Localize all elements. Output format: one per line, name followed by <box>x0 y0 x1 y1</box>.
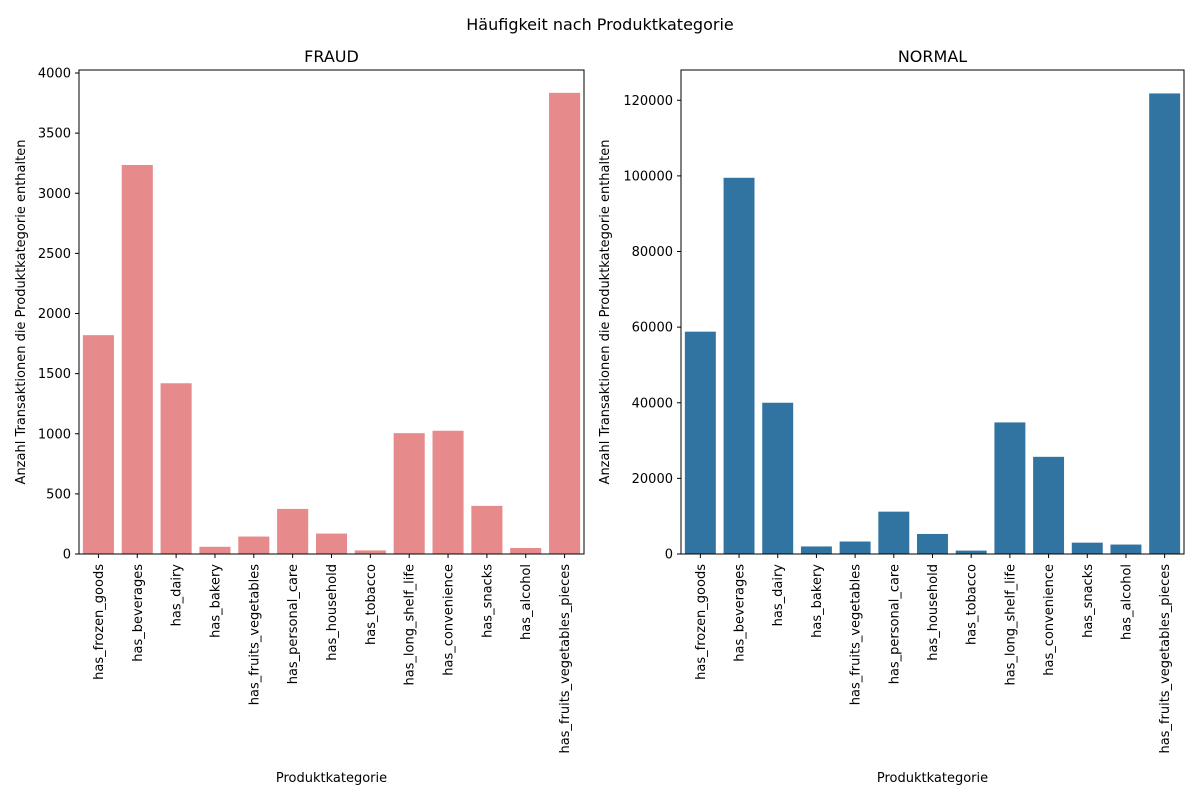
fraud-y-tick-label: 3000 <box>38 187 71 202</box>
normal-x-tick-label: has_alcohol <box>1119 564 1134 640</box>
fraud-x-tick-label: has_fruits_vegetables <box>247 564 262 705</box>
normal-y-tick-label: 20000 <box>632 472 673 487</box>
fraud-bar <box>160 383 192 554</box>
fraud-x-tick-label: has_fruits_vegetables_pieces <box>558 564 573 754</box>
normal-chart: NORMAL Produktkategorie Anzahl Transakti… <box>598 47 1185 786</box>
fraud-bar <box>315 533 348 554</box>
normal-x-tick-label: has_tobacco <box>965 564 980 645</box>
normal-chart-title: NORMAL <box>898 47 967 66</box>
fraud-y-tick-label: 2000 <box>38 307 71 322</box>
normal-bar <box>800 546 832 554</box>
normal-y-ticks: 0 20000 40000 60000 80000 100000 120000 <box>623 94 681 563</box>
normal-bar <box>955 550 987 554</box>
fraud-x-tick-label: has_personal_care <box>286 564 301 684</box>
fraud-x-tick-label: has_alcohol <box>519 564 534 640</box>
fraud-bar <box>471 505 503 554</box>
fraud-x-tick-label: has_beverages <box>131 564 146 662</box>
normal-x-axis-label: Produktkategorie <box>877 771 988 786</box>
normal-x-tick-label: has_dairy <box>771 564 786 627</box>
fraud-bar <box>82 335 114 554</box>
fraud-bar <box>549 92 581 554</box>
fraud-bar <box>510 547 542 554</box>
fraud-chart-title: FRAUD <box>304 47 359 66</box>
normal-bar <box>994 422 1026 554</box>
normal-x-tick-label: has_fruits_vegetables_pieces <box>1158 564 1173 754</box>
fraud-bar <box>354 550 386 554</box>
normal-bar <box>684 331 716 554</box>
normal-y-tick-label: 80000 <box>632 245 673 260</box>
fraud-plot-frame <box>78 69 585 555</box>
fraud-x-axis-label: Produktkategorie <box>276 771 387 786</box>
normal-x-tick-label: has_convenience <box>1042 564 1057 676</box>
normal-y-tick-label: 0 <box>665 548 673 563</box>
fraud-y-tick-label: 500 <box>46 487 71 502</box>
fraud-bar <box>393 433 425 554</box>
normal-x-tick-label: has_beverages <box>733 564 748 662</box>
fraud-y-tick-label: 3500 <box>38 127 71 142</box>
normal-y-tick-label: 100000 <box>623 169 673 184</box>
normal-y-tick-label: 40000 <box>632 396 673 411</box>
fraud-y-ticks: 0 500 1000 1500 2000 2500 3000 3500 4000 <box>38 67 79 563</box>
fraud-y-tick-label: 2500 <box>38 247 71 262</box>
normal-x-tick-label: has_frozen_goods <box>694 564 709 680</box>
normal-y-axis-label: Anzahl Transaktionen die Produktkategori… <box>598 140 613 485</box>
fraud-bar <box>199 546 231 554</box>
normal-bar <box>1071 542 1103 554</box>
normal-x-tick-label: has_snacks <box>1081 564 1096 638</box>
normal-bar <box>878 511 910 554</box>
fraud-x-tick-label: has_frozen_goods <box>92 564 107 680</box>
normal-plot-frame <box>680 69 1185 555</box>
normal-x-tick-label: has_long_shelf_life <box>1003 564 1018 686</box>
normal-x-ticks: has_frozen_goods has_beverages has_dairy ha… <box>694 554 1173 754</box>
normal-bars <box>684 93 1181 554</box>
normal-x-tick-label: has_fruits_vegetables <box>849 564 864 705</box>
fraud-x-tick-label: has_tobacco <box>364 564 379 645</box>
fraud-x-tick-label: has_bakery <box>208 564 223 638</box>
fraud-y-tick-label: 0 <box>63 548 71 563</box>
fraud-y-tick-label: 1500 <box>38 367 71 382</box>
fraud-x-tick-label: has_convenience <box>442 564 457 676</box>
normal-bar <box>723 177 755 554</box>
fraud-bar <box>277 508 309 554</box>
normal-bar <box>1033 456 1065 554</box>
normal-bar <box>1149 93 1181 554</box>
normal-bar <box>762 402 794 554</box>
fraud-y-axis-label: Anzahl Transaktionen die Produktkategori… <box>14 140 29 485</box>
normal-bar <box>917 533 948 554</box>
fraud-y-tick-label: 4000 <box>38 67 71 82</box>
fraud-x-tick-label: has_household <box>325 564 340 661</box>
figure-suptitle: Häufigkeit nach Produktkategorie <box>466 15 733 34</box>
normal-y-tick-label: 120000 <box>623 94 673 109</box>
normal-bar <box>839 541 871 554</box>
normal-x-tick-label: has_personal_care <box>887 564 902 684</box>
fraud-bar <box>432 430 464 554</box>
normal-x-tick-label: has_bakery <box>810 564 825 638</box>
fraud-bars <box>82 92 581 554</box>
fraud-x-tick-label: has_dairy <box>170 564 185 627</box>
fraud-bar <box>238 536 270 554</box>
fraud-y-tick-label: 1000 <box>38 427 71 442</box>
fraud-x-tick-label: has_long_shelf_life <box>403 564 418 686</box>
normal-y-tick-label: 60000 <box>632 321 673 336</box>
normal-bar <box>1110 544 1142 554</box>
fraud-x-tick-label: has_snacks <box>480 564 495 638</box>
fraud-x-ticks: has_frozen_goods has_beverages has_dairy ha… <box>92 554 573 754</box>
fraud-bar <box>121 165 153 554</box>
normal-x-tick-label: has_household <box>926 564 941 661</box>
fraud-chart: FRAUD Produktkategorie Anzahl Transaktio… <box>14 47 585 786</box>
